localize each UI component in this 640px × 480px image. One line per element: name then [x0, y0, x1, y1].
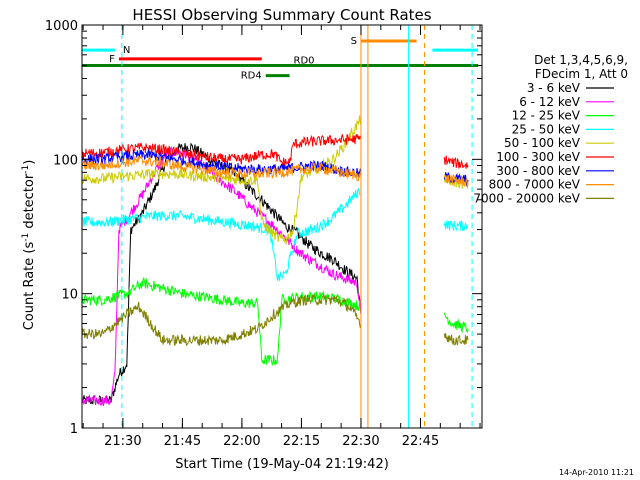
x-tick-label-0: 21:30 [104, 434, 141, 449]
x-tick-label-3: 22:15 [283, 434, 320, 449]
x-tick-label-1: 21:45 [164, 434, 201, 449]
x-axis-label: Start Time (19-May-04 21:19:42) [175, 457, 389, 472]
legend-label-7: 800 - 7000 keV [489, 178, 581, 192]
series-line-8 [81, 293, 469, 347]
y-tick-label-1: 10 [61, 288, 78, 303]
series-line-7 [81, 155, 469, 188]
series-line-6 [81, 148, 469, 187]
y-tick-label-3: 1000 [45, 19, 78, 34]
x-tick-label-4: 22:30 [342, 434, 379, 449]
chart-title: HESSI Observing Summary Count Rates [132, 6, 431, 24]
series-lines [81, 115, 469, 407]
legend-header-detectors: Det 1,3,4,5,6,9, [534, 53, 628, 67]
legend: Det 1,3,4,5,6,9, FDecim 1, Att 0 3 - 6 k… [473, 53, 628, 205]
flag-bars: NF S RD0 RD4 [82, 36, 479, 82]
flag-label-5: RD4 [241, 71, 262, 82]
y-axis-label: Count Rate (s-1 detector-1) [21, 160, 37, 331]
flag-label-3: S [351, 36, 357, 47]
series-line-2 [81, 277, 469, 367]
legend-label-2: 12 - 25 keV [512, 109, 581, 123]
x-tick-label-2: 22:00 [223, 434, 260, 449]
footer-date: 14-Apr-2010 11:21 [559, 468, 634, 477]
y-axis: 1 10 100 1000 [45, 19, 482, 437]
flag-label-2: F [109, 54, 115, 65]
series-line-3 [81, 187, 469, 282]
legend-label-6: 300 - 800 keV [496, 164, 580, 178]
legend-header-decimation: FDecim 1, Att 0 [535, 67, 628, 81]
series-line-5 [81, 133, 469, 169]
y-tick-label-0: 1 [70, 422, 78, 437]
flag-label-0: N [123, 45, 130, 56]
vertical-markers [121, 25, 473, 428]
legend-label-3: 25 - 50 keV [512, 122, 581, 136]
legend-label-1: 6 - 12 keV [519, 95, 581, 109]
legend-label-4: 50 - 100 keV [504, 136, 581, 150]
legend-label-5: 100 - 300 keV [496, 150, 580, 164]
legend-label-0: 3 - 6 keV [527, 81, 581, 95]
legend-label-8: 7000 - 20000 keV [473, 191, 580, 205]
x-axis: 21:30 21:45 22:00 22:15 22:30 22:45 [82, 25, 481, 449]
flag-label-4: RD0 [294, 55, 315, 66]
x-tick-label-5: 22:45 [402, 434, 439, 449]
y-tick-label-2: 100 [53, 153, 78, 168]
